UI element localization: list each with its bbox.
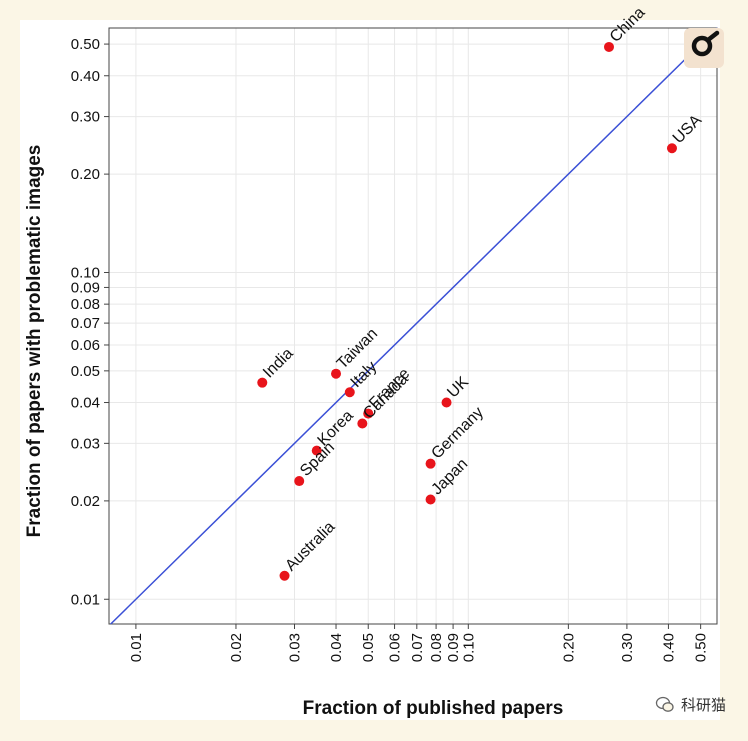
- x-tick-label: 0.50: [693, 633, 710, 662]
- x-tick-label: 0.08: [428, 633, 445, 662]
- y-tick-label: 0.06: [71, 337, 100, 354]
- point-marker: [311, 445, 322, 456]
- y-tick-label: 0.01: [71, 591, 100, 608]
- y-tick-label: 0.50: [71, 36, 100, 53]
- x-tick-label: 0.06: [387, 633, 404, 662]
- y-axis-label: Fraction of papers with problematic imag…: [24, 145, 45, 538]
- y-tick-label: 0.05: [71, 363, 100, 380]
- x-tick-label: 0.20: [560, 633, 577, 662]
- point-marker: [257, 377, 268, 388]
- point-marker: [666, 143, 677, 154]
- x-tick-label: 0.01: [128, 633, 145, 662]
- watermark-text: 科研猫: [680, 697, 726, 714]
- watermark: 科研猫: [655, 694, 726, 715]
- x-tick-label: 0.05: [360, 633, 377, 662]
- point-label: Australia: [282, 518, 338, 574]
- point-marker: [331, 368, 342, 379]
- magnifier-logo-icon: [691, 30, 720, 57]
- point-marker: [425, 494, 436, 505]
- point-marker: [425, 458, 436, 469]
- identity-line: [110, 27, 718, 625]
- data-point-australia: Australia: [279, 518, 338, 581]
- y-tick-label: 0.04: [71, 395, 100, 412]
- x-tick-label: 0.10: [460, 633, 477, 662]
- point-label: Spain: [297, 439, 338, 480]
- x-tick-label: 0.30: [619, 633, 636, 662]
- y-tick-label: 0.08: [71, 296, 100, 313]
- x-tick-label: 0.02: [228, 633, 245, 662]
- point-marker: [357, 418, 368, 429]
- x-tick-label: 0.03: [286, 633, 303, 662]
- badge: [684, 28, 724, 68]
- grid-lines: [109, 28, 717, 624]
- x-tick-label: 0.40: [660, 633, 677, 662]
- point-marker: [344, 387, 355, 398]
- x-tick-label: 0.09: [445, 633, 462, 662]
- point-marker: [441, 397, 452, 408]
- wechat-icon: [655, 696, 674, 712]
- y-tick-label: 0.10: [71, 264, 100, 281]
- x-tick-label: 0.07: [409, 633, 426, 662]
- y-tick-label: 0.09: [71, 279, 100, 296]
- point-marker: [363, 408, 374, 419]
- data-point-india: India: [257, 345, 297, 388]
- y-tick-label: 0.30: [71, 109, 100, 126]
- plot-frame: [108, 27, 718, 625]
- reference-line: [110, 27, 718, 625]
- point-marker: [603, 41, 614, 52]
- y-tick-label: 0.07: [71, 315, 100, 332]
- data-point-usa: USA: [666, 112, 705, 154]
- x-axis-label: Fraction of published papers: [303, 698, 564, 719]
- y-tick-label: 0.40: [71, 68, 100, 85]
- y-axis-ticks: 0.01 0.02 0.03 0.04 0.05 0.06 0.07 0.080.090.10…: [71, 36, 109, 608]
- y-tick-label: 0.03: [71, 435, 100, 452]
- y-tick-label: 0.02: [71, 493, 100, 510]
- x-tick-label: 0.04: [328, 633, 345, 662]
- point-label: Germany: [428, 404, 487, 463]
- point-label: China: [607, 4, 649, 46]
- x-axis-ticks: 0.01 0.02 0.03 0.04 0.05 0.06 0.07 0.08 0.090.10…: [128, 624, 710, 662]
- point-label: India: [260, 345, 297, 382]
- point-marker: [279, 570, 290, 581]
- point-marker: [294, 476, 305, 487]
- y-tick-label: 0.20: [71, 166, 100, 183]
